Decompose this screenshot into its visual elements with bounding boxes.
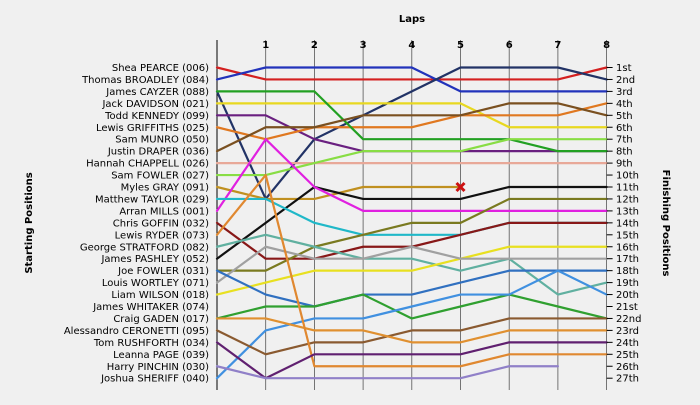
driver-label: Joe FOWLER (031) xyxy=(117,266,209,277)
driver-label: Hannah CHAPPELL (026) xyxy=(86,159,209,170)
driver-label: Liam WILSON (018) xyxy=(111,290,209,301)
driver-label: Myles GRAY (091) xyxy=(121,183,209,194)
finishing-position-label: 20th xyxy=(616,290,639,301)
finishing-position-label: 23rd xyxy=(616,326,639,337)
lap-tick-label: 8 xyxy=(603,40,610,51)
driver-label: Alessandro CERONETTI (095) xyxy=(64,326,209,337)
series-line xyxy=(215,185,608,260)
series-line xyxy=(215,66,608,93)
series-line xyxy=(215,197,608,272)
driver-label: James WHITAKER (074) xyxy=(92,302,209,313)
driver-label: Craig GADEN (017) xyxy=(113,314,209,325)
series-line xyxy=(215,138,608,212)
lap-tick-label: 6 xyxy=(506,40,513,51)
lap-tick-label: 3 xyxy=(360,40,367,51)
driver-label: Tom RUSHFORTH (034) xyxy=(93,338,209,349)
finishing-position-label: 22nd xyxy=(616,314,641,325)
driver-label: James PASHLEY (052) xyxy=(100,254,209,265)
lap-tick-labels: 1 2 3 4 5 6 7 8 xyxy=(262,40,610,51)
driver-label: Matthew TAYLOR (029) xyxy=(95,194,209,205)
finishing-position-label: 5th xyxy=(616,111,633,122)
y-axis-label-right: Finishing Positions xyxy=(660,170,671,277)
driver-label: Sam FOWLER (027) xyxy=(111,171,209,182)
series-line xyxy=(215,245,608,284)
finishing-position-label: 27th xyxy=(616,374,639,385)
y-axis-label-left: Starting Positions xyxy=(24,172,35,273)
series-line xyxy=(215,293,608,320)
finishing-position-label: 14th xyxy=(616,218,639,229)
series-line xyxy=(215,102,608,141)
lap-tick-label: 2 xyxy=(311,40,318,51)
markers xyxy=(455,181,466,193)
driver-label: Arran MILLS (001) xyxy=(119,206,209,217)
lap-tick-label: 7 xyxy=(554,40,561,51)
driver-label: Chris GOFFIN (032) xyxy=(113,218,209,229)
driver-label: George STRATFORD (082) xyxy=(80,242,209,253)
driver-label: Thomas BROADLEY (084) xyxy=(81,75,209,86)
series-line xyxy=(215,66,608,81)
driver-label: Shea PEARCE (006) xyxy=(112,63,209,74)
finishing-position-label: 12th xyxy=(616,194,639,205)
driver-label: Louis WORTLEY (071) xyxy=(102,278,209,289)
series-line xyxy=(215,173,608,368)
finishing-position-label: 18th xyxy=(616,266,639,277)
driver-label: Lewis RYDER (073) xyxy=(115,230,209,241)
series-line xyxy=(215,317,608,356)
driver-label: Joshua SHERIFF (040) xyxy=(100,374,209,385)
retired-marker-stroke xyxy=(455,181,466,193)
lap-tick-label: 5 xyxy=(457,40,464,51)
finishing-position-label: 24th xyxy=(616,338,639,349)
series-line xyxy=(215,66,608,201)
series-line xyxy=(215,269,608,380)
finishing-position-label: 26th xyxy=(616,362,639,373)
finishing-position-label: 9th xyxy=(616,159,633,170)
series-line xyxy=(215,102,608,153)
lap-tick-label: 1 xyxy=(262,40,269,51)
series-lines xyxy=(215,66,608,380)
finishing-position-label: 11th xyxy=(616,183,639,194)
retired-marker-icon xyxy=(455,181,466,193)
driver-labels: Shea PEARCE (006)Thomas BROADLEY (084)Ja… xyxy=(64,63,209,385)
driver-label: Lewis GRIFFITHS (025) xyxy=(96,123,209,134)
driver-label: James CAYZER (088) xyxy=(105,87,209,98)
driver-label: Justin DRAPER (036) xyxy=(107,147,209,158)
finishing-position-label: 15th xyxy=(616,230,639,241)
finishing-position-label: 7th xyxy=(616,135,633,146)
series-line xyxy=(215,341,608,380)
finishing-position-label: 25th xyxy=(616,350,639,361)
finishing-position-labels: 1st2nd3rd4th5th6th7th8th9th10th11th12th1… xyxy=(606,63,641,385)
driver-label: Leanna PAGE (039) xyxy=(113,350,209,361)
series-line xyxy=(215,90,608,153)
series-line xyxy=(215,269,608,308)
series-line xyxy=(215,138,608,177)
finishing-position-label: 8th xyxy=(616,147,633,158)
lap-tick-label: 4 xyxy=(408,40,415,51)
driver-label: Harry PINCHIN (030) xyxy=(107,362,209,373)
finishing-position-label: 6th xyxy=(616,123,633,134)
finishing-position-label: 2nd xyxy=(616,75,635,86)
driver-label: Sam MUNRO (050) xyxy=(115,135,209,146)
driver-label: Jack DAVIDSON (021) xyxy=(101,99,209,110)
finishing-position-label: 19th xyxy=(616,278,639,289)
finishing-position-label: 16th xyxy=(616,242,639,253)
finishing-position-label: 3rd xyxy=(616,87,633,98)
chart-title: Laps xyxy=(399,14,425,25)
driver-label: Todd KENNEDY (099) xyxy=(104,111,209,122)
finishing-position-label: 1st xyxy=(616,63,632,74)
series-line xyxy=(215,102,608,129)
grid xyxy=(216,40,607,390)
series-line xyxy=(215,365,560,380)
finishing-position-label: 4th xyxy=(616,99,633,110)
finishing-position-label: 17th xyxy=(616,254,639,265)
series-line xyxy=(215,317,608,344)
finishing-position-label: 21st xyxy=(616,302,638,313)
series-line xyxy=(215,245,608,296)
finishing-position-label: 13th xyxy=(616,206,639,217)
finishing-position-label: 10th xyxy=(616,171,639,182)
